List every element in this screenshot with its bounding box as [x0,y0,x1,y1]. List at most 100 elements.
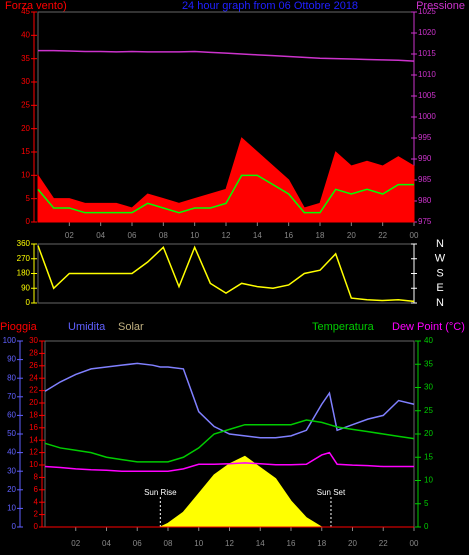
y-tick-label: 80 [7,373,16,382]
y-tick-label: 14 [29,435,38,444]
y-tick-label: 1000 [418,112,436,121]
x-tick-label: 14 [256,539,265,548]
x-tick-label: 02 [65,231,74,240]
y-tick-label: 16 [29,423,38,432]
y-tick-label: 15 [424,452,433,461]
series-line [44,419,415,463]
y-tick-label: 30 [7,466,16,475]
y-tick-label: 30 [29,336,38,345]
x-tick-label: 16 [287,539,296,548]
series-line [37,174,414,214]
x-tick-label: 04 [102,539,111,548]
y-tick-label: 0 [12,522,17,531]
y-tick-label: 2 [34,510,39,519]
y-tick-label: 22 [29,386,38,395]
y-tick-label: 5 [424,499,429,508]
y-tick-label: 8 [34,473,39,482]
y-tick-label: 26 [29,361,38,370]
x-tick-label: 12 [225,539,234,548]
x-tick-label: 00 [410,539,419,548]
y-tick-label: E [436,282,443,294]
annotation: Sun Set [317,488,346,497]
x-tick-label: 20 [348,539,357,548]
y-tick-label: 10 [21,170,30,179]
y-tick-label: 0 [26,298,31,307]
x-tick-label: 16 [284,231,293,240]
y-tick-label: 1010 [418,70,436,79]
y-tick-label: S [436,267,443,279]
y-tick-label: 0 [424,522,429,531]
y-tick-label: N [436,238,444,250]
series-line [38,49,415,62]
y-tick-label: 45 [21,7,30,16]
y-tick-label: 6 [34,485,39,494]
series-area [45,455,414,528]
y-tick-label: 18 [29,411,38,420]
y-tick-label: 28 [29,349,38,358]
y-tick-label: 25 [21,100,30,109]
x-tick-label: 04 [96,231,105,240]
y-tick-label: 40 [424,336,433,345]
y-tick-label: 1005 [418,91,436,100]
y-tick-label: 70 [7,392,16,401]
y-tick-label: 10 [424,476,433,485]
y-tick-label: 30 [21,77,30,86]
y-tick-label: 1020 [418,28,436,37]
y-tick-label: 4 [34,497,39,506]
x-tick-label: 14 [253,231,262,240]
y-tick-label: 180 [17,269,31,278]
humidity-label: Umidita [68,321,106,333]
x-tick-label: 00 [410,231,419,240]
y-tick-label: 25 [424,406,433,415]
pressure-label: Pressione [416,0,465,12]
annotation: Sun Rise [144,488,177,497]
x-tick-label: 18 [317,539,326,548]
y-tick-label: W [435,253,446,265]
y-tick-label: 270 [17,254,31,263]
y-tick-label: N [436,297,444,309]
y-tick-label: 35 [21,54,30,63]
solar-label: Solar [118,321,144,333]
y-tick-label: 1015 [418,49,436,58]
x-tick-label: 12 [222,231,231,240]
series-area [37,137,415,223]
x-tick-label: 06 [128,231,137,240]
series-line [37,245,415,303]
y-tick-label: 60 [7,411,16,420]
y-tick-label: 20 [29,398,38,407]
x-tick-label: 18 [316,231,325,240]
y-tick-label: 40 [7,448,16,457]
y-tick-label: 50 [7,429,16,438]
x-tick-label: 10 [190,231,199,240]
x-tick-label: 10 [194,539,203,548]
y-tick-label: 0 [34,522,39,531]
y-tick-label: 100 [3,336,17,345]
x-tick-label: 20 [347,231,356,240]
y-tick-label: 985 [418,175,432,184]
y-tick-label: 20 [7,485,16,494]
y-tick-label: 90 [21,283,30,292]
temperature-label: Temperatura [312,321,375,333]
x-tick-label: 22 [378,231,387,240]
chart-title: 24 hour graph from 06 Ottobre 2018 [182,0,358,12]
y-tick-label: 5 [26,194,31,203]
y-tick-label: 20 [424,429,433,438]
y-tick-label: 360 [17,239,31,248]
dew-label: Dew Point (°C) [392,321,465,333]
series-line [44,362,415,439]
y-tick-label: 990 [418,154,432,163]
y-tick-label: 12 [29,448,38,457]
y-tick-label: 24 [29,373,38,382]
x-tick-label: 22 [379,539,388,548]
y-tick-label: 30 [424,383,433,392]
series-line [44,451,414,472]
y-tick-label: 90 [7,355,16,364]
rain-label: Pioggia [0,321,38,333]
x-tick-label: 06 [133,539,142,548]
y-tick-label: 35 [424,359,433,368]
y-tick-label: 1025 [418,7,436,16]
y-tick-label: 10 [7,504,16,513]
x-tick-label: 08 [159,231,168,240]
y-tick-label: 980 [418,196,432,205]
